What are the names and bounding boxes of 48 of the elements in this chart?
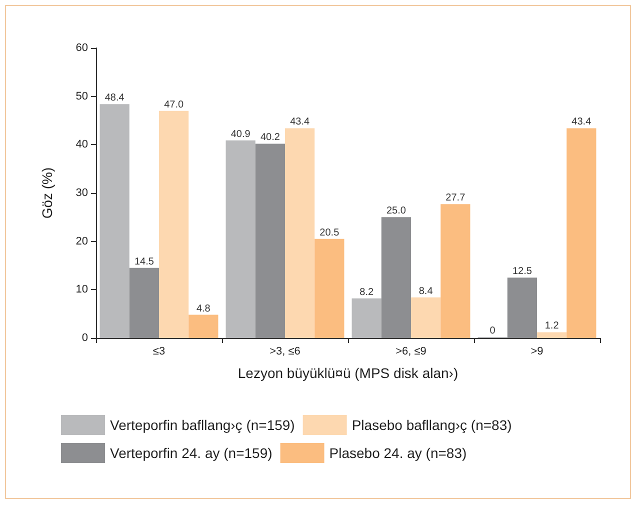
data-label: 4.8 [196, 303, 211, 314]
data-label: 25.0 [386, 206, 406, 217]
legend-label: Plasebo bafllang›ç (n=83) [352, 417, 512, 433]
bar [440, 204, 470, 338]
x-tick-label: ≤3 [152, 346, 166, 358]
bar [566, 128, 596, 338]
bar [188, 314, 218, 338]
y-tick-label: 20 [76, 235, 88, 248]
data-label: 0 [490, 326, 496, 336]
bar [507, 278, 537, 338]
x-tick-label: >3, ≤6 [270, 346, 300, 358]
data-label: 48.4 [104, 92, 125, 104]
data-label: 47.0 [164, 99, 184, 110]
x-tick-label: >6, ≤9 [396, 346, 426, 358]
data-label: 8.4 [418, 286, 434, 297]
x-tick-label: >9 [530, 346, 544, 358]
y-tick-label: 30 [76, 187, 88, 199]
legend-label: Plasebo 24. ay (n=83) [329, 445, 467, 461]
x-axis-title: Lezyon büyüklü¤ü (MPS disk alan›) [238, 365, 458, 381]
data-label: 8.2 [360, 286, 374, 298]
data-label: 27.7 [446, 192, 466, 204]
y-tick-label: 50 [76, 90, 88, 102]
data-label: 20.5 [320, 227, 340, 238]
bar [314, 238, 344, 338]
legend-label: Verteporfin 24. ay (n=159) [110, 445, 272, 461]
data-label: 40.2 [260, 132, 280, 144]
y-tick-label: 40 [76, 138, 88, 151]
bar [352, 298, 382, 338]
y-tick-label: 0 [82, 332, 88, 344]
data-label: 40.9 [230, 128, 251, 140]
data-label: 14.5 [134, 256, 154, 268]
y-axis-title: Göz (%) [39, 167, 55, 219]
bar [381, 217, 411, 338]
bar [226, 140, 256, 338]
y-tick-label: 60 [76, 42, 88, 54]
data-label: 43.4 [290, 116, 310, 128]
bar [129, 268, 159, 338]
bar [159, 110, 189, 338]
bar [537, 332, 567, 338]
y-tick-label: 10 [76, 284, 88, 296]
legend-label: Verteporfin bafllang›ç (n=159) [110, 417, 295, 433]
bar [285, 128, 315, 338]
bar [411, 297, 441, 338]
bar [255, 144, 285, 338]
data-label: 43.4 [572, 116, 592, 128]
bar [100, 104, 130, 338]
data-label: 1.2 [544, 320, 560, 332]
data-label: 12.5 [512, 266, 532, 278]
